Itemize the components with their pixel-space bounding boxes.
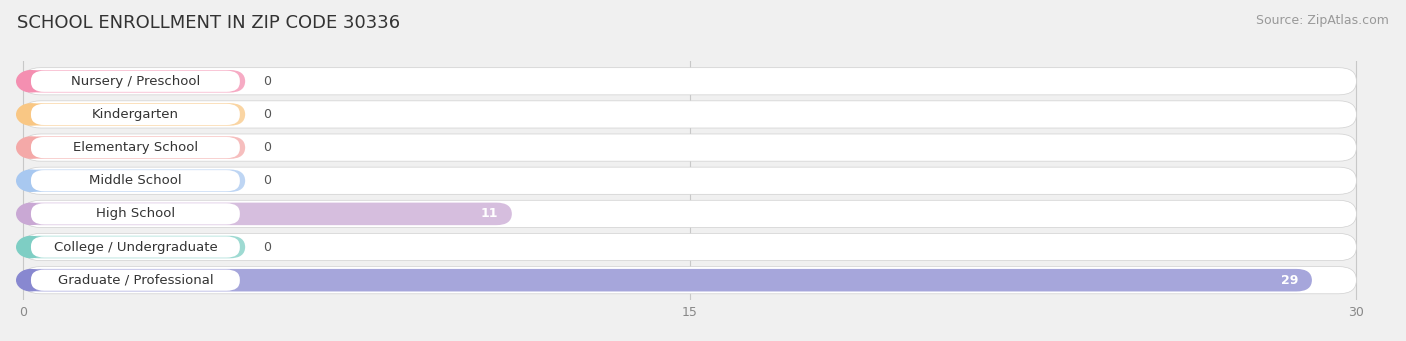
Text: 11: 11 bbox=[481, 207, 499, 220]
Circle shape bbox=[17, 170, 45, 191]
Text: Elementary School: Elementary School bbox=[73, 141, 198, 154]
Text: 0: 0 bbox=[263, 174, 271, 187]
FancyBboxPatch shape bbox=[22, 167, 1357, 194]
FancyBboxPatch shape bbox=[31, 104, 240, 125]
FancyBboxPatch shape bbox=[31, 203, 240, 224]
Circle shape bbox=[17, 137, 45, 158]
Circle shape bbox=[17, 203, 45, 224]
Text: Kindergarten: Kindergarten bbox=[91, 108, 179, 121]
Text: SCHOOL ENROLLMENT IN ZIP CODE 30336: SCHOOL ENROLLMENT IN ZIP CODE 30336 bbox=[17, 14, 399, 32]
FancyBboxPatch shape bbox=[22, 267, 1357, 294]
Text: Nursery / Preschool: Nursery / Preschool bbox=[70, 75, 200, 88]
Circle shape bbox=[17, 104, 45, 125]
FancyBboxPatch shape bbox=[31, 236, 240, 258]
FancyBboxPatch shape bbox=[31, 71, 240, 92]
Circle shape bbox=[17, 270, 45, 291]
FancyBboxPatch shape bbox=[31, 270, 240, 291]
Text: Source: ZipAtlas.com: Source: ZipAtlas.com bbox=[1256, 14, 1389, 27]
Text: Middle School: Middle School bbox=[89, 174, 181, 187]
FancyBboxPatch shape bbox=[22, 234, 1357, 261]
FancyBboxPatch shape bbox=[22, 68, 1357, 95]
FancyBboxPatch shape bbox=[31, 137, 240, 158]
FancyBboxPatch shape bbox=[22, 200, 1357, 227]
Text: Graduate / Professional: Graduate / Professional bbox=[58, 274, 214, 287]
Circle shape bbox=[17, 236, 45, 258]
Text: 0: 0 bbox=[263, 141, 271, 154]
FancyBboxPatch shape bbox=[22, 203, 512, 225]
FancyBboxPatch shape bbox=[22, 101, 1357, 128]
FancyBboxPatch shape bbox=[22, 70, 245, 92]
Text: 29: 29 bbox=[1281, 274, 1299, 287]
FancyBboxPatch shape bbox=[22, 136, 245, 159]
FancyBboxPatch shape bbox=[22, 169, 245, 192]
FancyBboxPatch shape bbox=[22, 103, 245, 126]
FancyBboxPatch shape bbox=[22, 236, 245, 258]
Text: 0: 0 bbox=[263, 108, 271, 121]
FancyBboxPatch shape bbox=[22, 134, 1357, 161]
FancyBboxPatch shape bbox=[22, 269, 1312, 292]
Text: 0: 0 bbox=[263, 75, 271, 88]
FancyBboxPatch shape bbox=[31, 170, 240, 191]
Text: High School: High School bbox=[96, 207, 174, 220]
Circle shape bbox=[17, 71, 45, 92]
Text: College / Undergraduate: College / Undergraduate bbox=[53, 240, 218, 254]
Text: 0: 0 bbox=[263, 240, 271, 254]
